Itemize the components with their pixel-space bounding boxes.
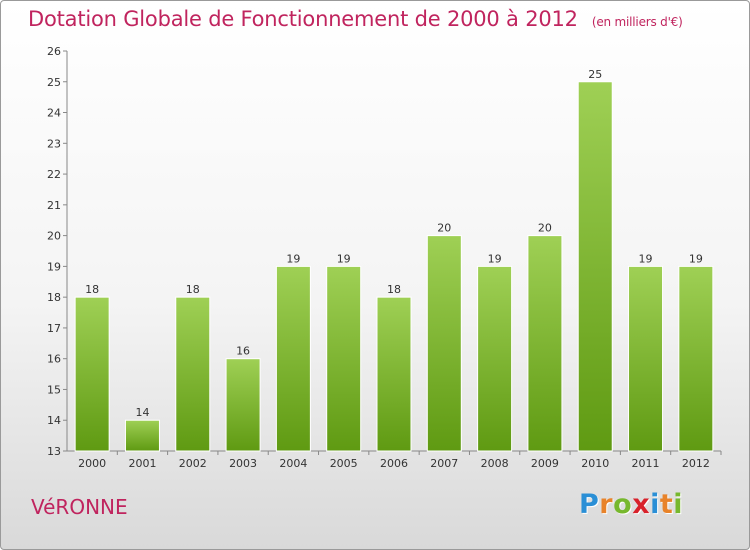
- bar-2011: [628, 265, 664, 452]
- bar-2012: [678, 265, 714, 452]
- y-tick-label: 17: [47, 322, 61, 335]
- bar-2010: [577, 81, 613, 452]
- data-label: 19: [639, 252, 653, 265]
- y-tick-label: 18: [47, 291, 61, 304]
- x-tick-label: 2000: [78, 457, 106, 470]
- data-label: 14: [135, 406, 149, 419]
- data-label: 20: [437, 222, 451, 235]
- data-label: 25: [588, 68, 602, 81]
- chart-subtitle: (en milliers d'€): [591, 15, 683, 29]
- data-label: 19: [689, 252, 703, 265]
- x-tick-label: 2009: [531, 457, 559, 470]
- y-tick-label: 25: [47, 76, 61, 89]
- bar-2000: [74, 296, 110, 452]
- chart-title-block: Dotation Globale de Fonctionnement de 20…: [28, 7, 683, 31]
- bar-2008: [477, 265, 513, 452]
- y-tick-label: 21: [47, 199, 61, 212]
- data-label: 19: [286, 252, 300, 265]
- bar-2009: [527, 235, 563, 452]
- x-tick-label: 2005: [330, 457, 358, 470]
- data-label: 16: [236, 345, 250, 358]
- data-label: 18: [85, 283, 99, 296]
- x-tick-label: 2004: [279, 457, 307, 470]
- proxiti-logo: Proxiti: [579, 489, 684, 520]
- x-tick-label: 2006: [380, 457, 408, 470]
- data-label: 19: [488, 252, 502, 265]
- data-label: 20: [538, 222, 552, 235]
- x-tick-label: 2008: [481, 457, 509, 470]
- data-label: 19: [337, 252, 351, 265]
- x-tick-label: 2010: [581, 457, 609, 470]
- x-tick-label: 2002: [179, 457, 207, 470]
- y-tick-label: 22: [47, 168, 61, 181]
- x-tick-label: 2012: [682, 457, 710, 470]
- y-tick-label: 26: [47, 45, 61, 58]
- y-tick-label: 13: [47, 445, 61, 458]
- y-tick-label: 14: [47, 414, 61, 427]
- data-label: 18: [186, 283, 200, 296]
- chart-title: Dotation Globale de Fonctionnement de 20…: [28, 7, 578, 31]
- y-tick-label: 20: [47, 230, 61, 243]
- bar-2001: [124, 419, 160, 452]
- y-tick-label: 24: [47, 107, 61, 120]
- data-labels: 18 14 18 16 19 19 18 20 19 20 25 19 19: [85, 68, 703, 419]
- x-tick-label: 2001: [128, 457, 156, 470]
- bar-2005: [326, 265, 362, 452]
- bars: [74, 81, 714, 452]
- town-name: VéRONNE: [31, 495, 128, 519]
- x-tick-label: 2003: [229, 457, 257, 470]
- bar-2006: [376, 296, 412, 452]
- bar-2002: [175, 296, 211, 452]
- bar-2003: [225, 358, 261, 452]
- axes: 13 14 15 16 17 18 19 20 21 22 23 24 25 26 2000 2001 2002…: [47, 45, 722, 470]
- bar-2007: [426, 235, 462, 452]
- y-tick-label: 19: [47, 260, 61, 273]
- x-tick-label: 2007: [430, 457, 458, 470]
- y-tick-label: 23: [47, 137, 61, 150]
- data-label: 18: [387, 283, 401, 296]
- x-tick-label: 2011: [632, 457, 660, 470]
- y-tick-label: 15: [47, 383, 61, 396]
- bar-2004: [275, 265, 311, 452]
- y-tick-label: 16: [47, 353, 61, 366]
